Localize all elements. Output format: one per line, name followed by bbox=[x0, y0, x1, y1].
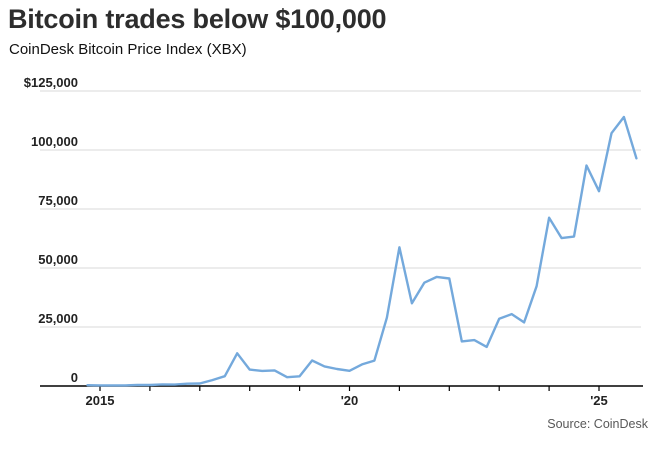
price-line bbox=[86, 115, 638, 387]
x-axis-label: '25 bbox=[590, 393, 608, 408]
y-axis-label: 75,000 bbox=[38, 193, 78, 208]
y-axis-label: 0 bbox=[71, 370, 78, 385]
y-axis-label: $125,000 bbox=[24, 75, 78, 90]
chart-title: Bitcoin trades below $100,000 bbox=[8, 4, 387, 34]
y-axis-label: 50,000 bbox=[38, 252, 78, 267]
x-axis-label: '20 bbox=[341, 393, 359, 408]
y-axis-label: 25,000 bbox=[38, 311, 78, 326]
chart-subtitle: CoinDesk Bitcoin Price Index (XBX) bbox=[9, 41, 247, 58]
y-axis-label: 100,000 bbox=[31, 134, 78, 149]
source-attribution: Source: CoinDesk bbox=[547, 417, 648, 431]
x-axis-label: 2015 bbox=[86, 393, 115, 408]
